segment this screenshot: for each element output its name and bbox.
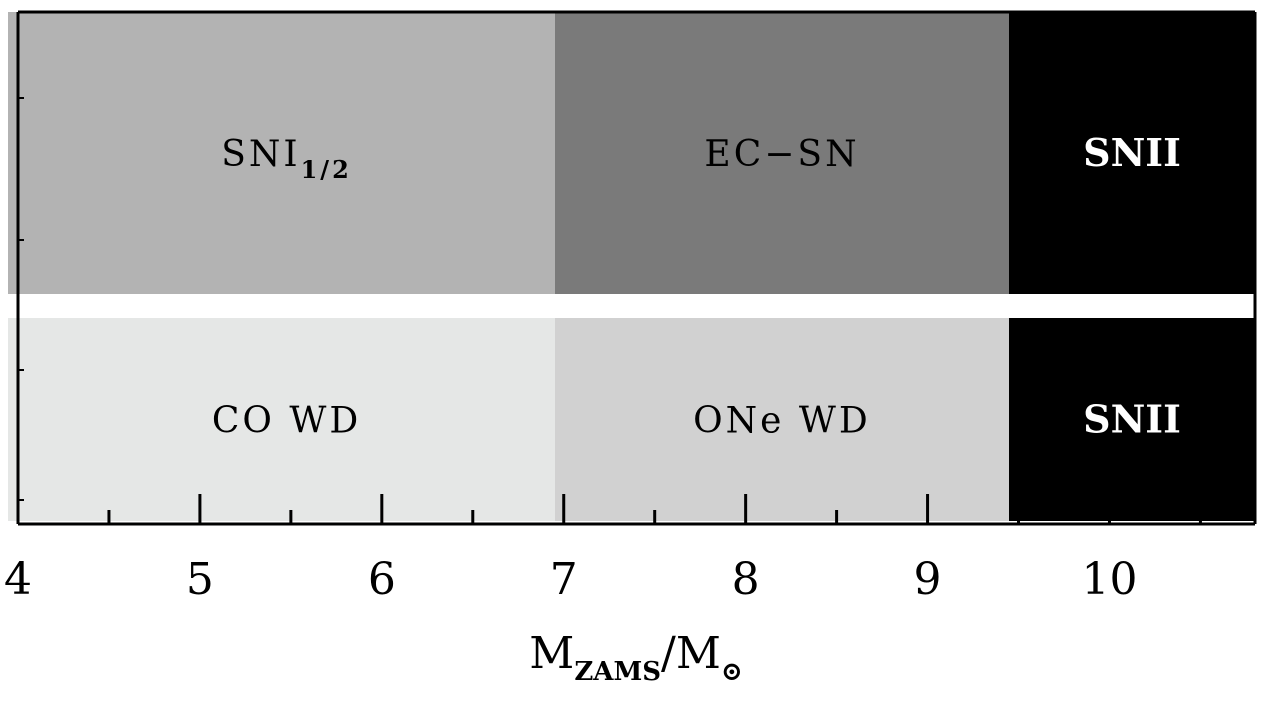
band-label-main: CO WD bbox=[212, 401, 361, 442]
band-segment bbox=[1009, 12, 1255, 294]
band-label-main: SNI bbox=[221, 134, 300, 175]
band-label-main: ONe WD bbox=[693, 401, 871, 442]
tick-label: 5 bbox=[186, 554, 214, 605]
x-axis-title-slash: / bbox=[661, 628, 676, 679]
tick-label: 8 bbox=[732, 554, 760, 605]
x-axis-title: MZAMS/M⊙ bbox=[529, 628, 742, 687]
band-label: SNII bbox=[1083, 130, 1181, 175]
tick-label: 6 bbox=[368, 554, 396, 605]
band-segment bbox=[1009, 318, 1255, 521]
band-rows: SNI1/2 EC−SN SNII CO WD ONe WD SNII bbox=[8, 12, 1258, 521]
band-segment bbox=[555, 12, 1009, 294]
band-label: CO WD bbox=[212, 401, 361, 442]
x-axis-tick-labels: 4 5 6 7 8 9 10 bbox=[4, 554, 1137, 605]
tick-label: 4 bbox=[4, 554, 32, 605]
tick-label: 7 bbox=[550, 554, 578, 605]
band-segment bbox=[18, 318, 555, 521]
x-axis-ticks bbox=[16, 494, 1202, 524]
band-label: ONe WD bbox=[693, 401, 871, 442]
tick-label: 9 bbox=[914, 554, 942, 605]
band-row-2: CO WD ONe WD SNII bbox=[18, 318, 1255, 521]
left-margin-bottom bbox=[8, 318, 18, 521]
band-row-1: SNI1/2 EC−SN SNII bbox=[18, 12, 1255, 294]
band-label: SNI1/2 bbox=[221, 134, 352, 184]
left-margin-top bbox=[8, 12, 18, 294]
sun-symbol-icon: ⊙ bbox=[721, 657, 743, 687]
x-axis-title-main: M bbox=[529, 628, 574, 679]
tick-label: 10 bbox=[1081, 554, 1137, 605]
band-segment bbox=[18, 12, 555, 294]
band-label-sub: 1/2 bbox=[301, 155, 352, 184]
band-segment bbox=[555, 318, 1009, 521]
x-axis-title-sub: ZAMS bbox=[574, 657, 661, 687]
band-label-main: EC−SN bbox=[704, 134, 859, 175]
band-label-main: SNII bbox=[1083, 397, 1181, 442]
band-label-main: SNII bbox=[1083, 130, 1181, 175]
row-gap bbox=[8, 294, 1258, 318]
band-label: EC−SN bbox=[704, 134, 859, 175]
band-label: SNII bbox=[1083, 397, 1181, 442]
x-axis-title-main2: M bbox=[676, 628, 721, 679]
plot-frame bbox=[16, 10, 1257, 526]
